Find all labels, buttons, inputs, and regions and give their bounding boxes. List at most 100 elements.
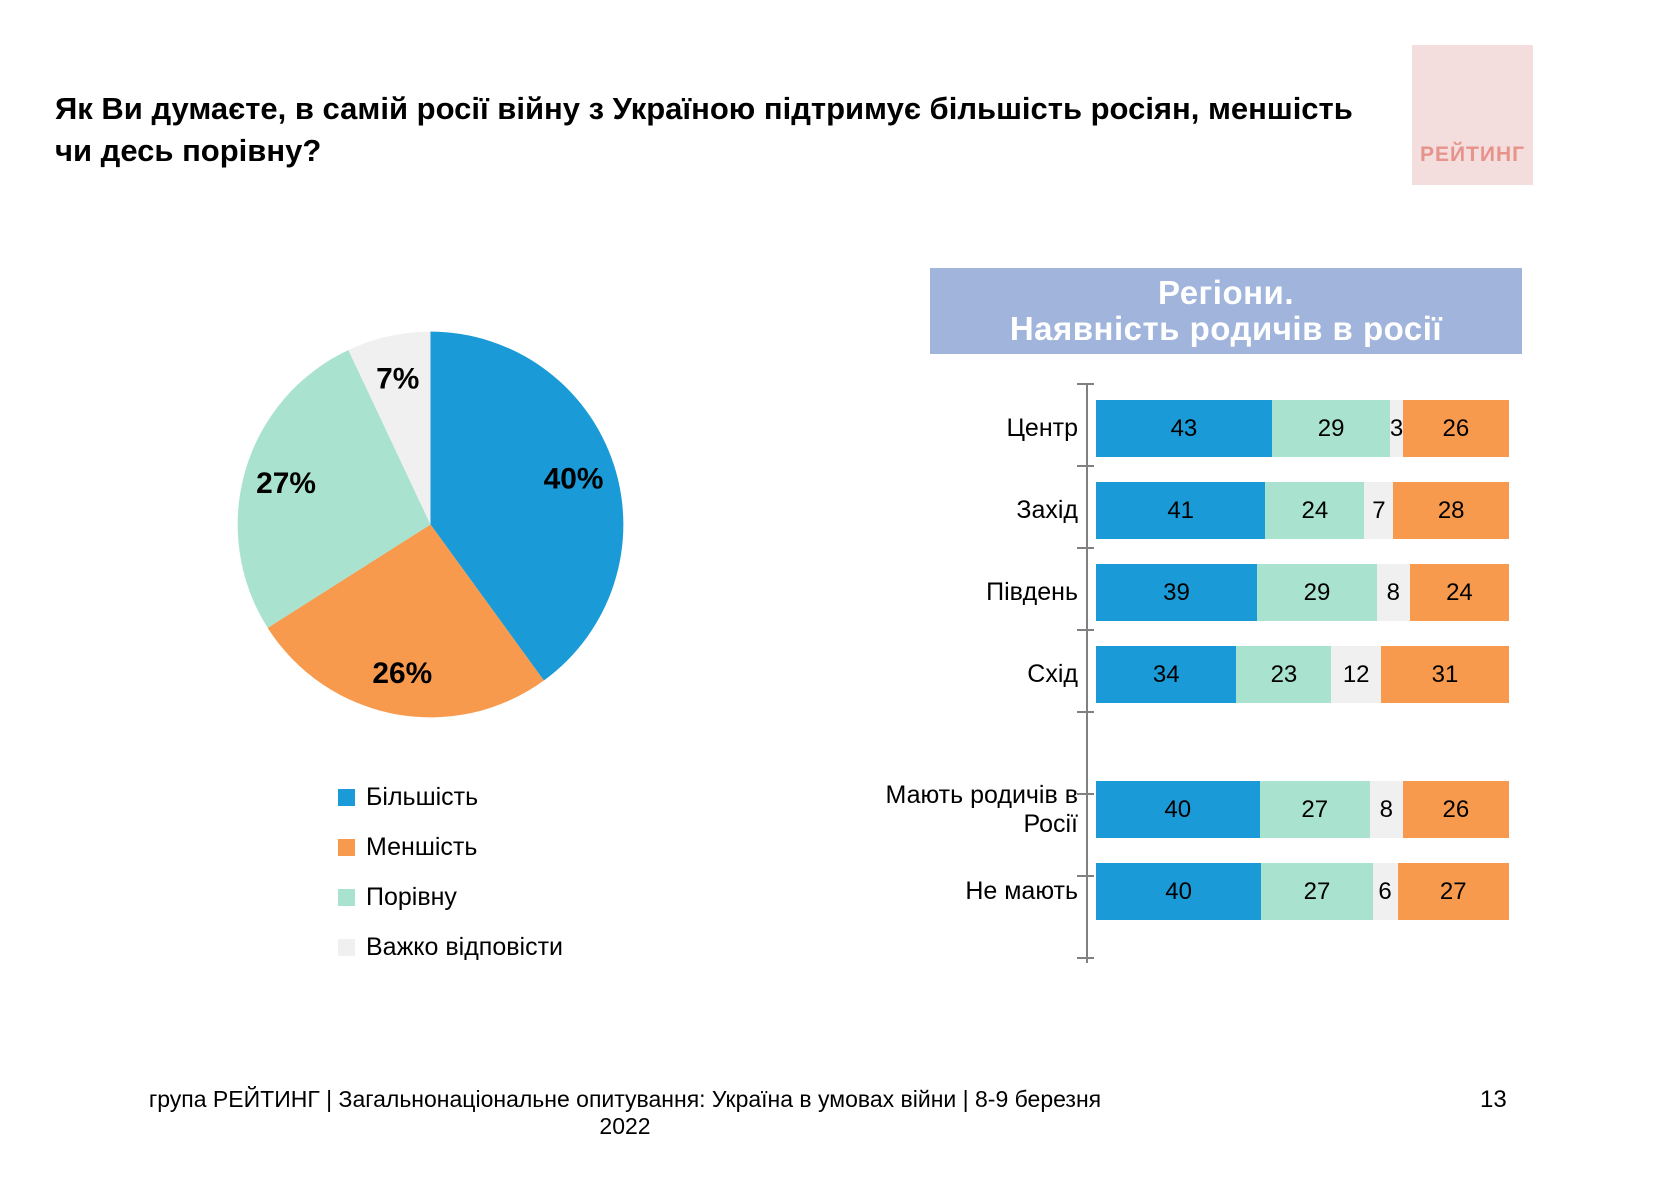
legend-label: Порівну (366, 883, 457, 911)
bar-segment: 40 (1096, 781, 1260, 838)
rating-logo: РЕЙТИНГ (1412, 45, 1533, 185)
bar-segment-value: 8 (1386, 578, 1401, 606)
bar-row: Схід 34 23 12 31 (828, 646, 1509, 703)
bar-segment: 40 (1096, 863, 1262, 920)
bar-segment: 27 (1261, 863, 1373, 920)
bar-segment-value: 27 (1303, 877, 1331, 905)
rating-logo-text: РЕЙТИНГ (1419, 143, 1526, 166)
pie-slice-1 (267, 524, 544, 718)
bar-segment: 3 (1389, 400, 1404, 457)
bar-segment: 28 (1393, 482, 1509, 539)
bar-segment: 12 (1331, 646, 1381, 703)
bar-row-label: Не мають (965, 877, 1078, 905)
bar-segment: 41 (1096, 482, 1266, 539)
bar-segment-value: 43 (1170, 414, 1198, 442)
bar-track: 34 23 12 31 (1096, 646, 1509, 703)
bar-segment: 6 (1372, 863, 1398, 920)
bar-segment-value: 26 (1442, 795, 1470, 823)
bar-segment-value: 34 (1152, 660, 1180, 688)
bar-group: Мають родичів в Росії 40 27 8 26 Не мають 40 27… (828, 781, 1510, 920)
bar-segment: 8 (1369, 781, 1403, 838)
bar-row-label: Захід (1016, 496, 1078, 524)
bar-segment: 26 (1402, 781, 1509, 838)
bar-segment: 24 (1409, 564, 1509, 621)
legend-swatch (338, 939, 355, 956)
bar-segment: 29 (1257, 564, 1377, 621)
pie-chart: 40% 26% 27% 7% (228, 322, 633, 727)
bar-track: 39 29 8 24 (1096, 564, 1509, 621)
bar-chart-header: Регіони. Наявність родичів в росії (930, 268, 1522, 354)
legend-item: Більшість (338, 783, 563, 812)
pie-value-label: 26% (372, 657, 432, 690)
bar-segment: 27 (1259, 781, 1370, 838)
bar-row: Захід 41 24 7 28 (828, 482, 1509, 539)
bar-row-label: Мають родичів в Росії (885, 780, 1078, 838)
bar-segment-value: 41 (1167, 496, 1195, 524)
pie-value-label: 40% (544, 463, 604, 496)
bar-segment: 24 (1265, 482, 1365, 539)
pie-legend: Більшість Меншість Порівну Важко відповісти (338, 783, 563, 983)
pie-slice-2 (237, 349, 431, 628)
legend-item: Меншість (338, 833, 563, 862)
bar-segment: 31 (1380, 646, 1509, 703)
bar-segment-value: 29 (1303, 578, 1331, 606)
pie-value-label: 7% (376, 362, 419, 395)
bar-segment-value: 23 (1270, 660, 1298, 688)
bar-chart-header-line2: Наявність родичів в росії (1009, 310, 1443, 347)
bar-segment-value: 40 (1165, 877, 1192, 905)
bar-segment-value: 8 (1379, 795, 1393, 823)
bar-segment-value: 24 (1301, 496, 1329, 524)
bar-segment: 8 (1376, 564, 1410, 621)
bar-segment-value: 24 (1446, 578, 1473, 606)
bar-segment-value: 31 (1431, 660, 1459, 688)
pie-chart-svg: 40% 26% 27% 7% (237, 331, 624, 718)
bar-row-label: Схід (1027, 660, 1078, 688)
bar-track: 40 27 8 26 (1096, 781, 1509, 838)
bar-group: Центр 43 29 3 26 Захід 41 24 7 28 Південь 39 29 8 24 Сх… (828, 400, 1509, 703)
bar-row-label: Південь (986, 578, 1078, 606)
bar-segment: 39 (1096, 564, 1258, 621)
legend-label: Важко відповісти (366, 933, 563, 961)
bar-segment: 23 (1236, 646, 1332, 703)
bar-axis-line (1086, 383, 1088, 963)
legend-label: Більшість (366, 783, 479, 811)
bar-row-label: Центр (1006, 414, 1078, 442)
bar-segment: 27 (1397, 863, 1510, 920)
bar-segment-value: 29 (1317, 414, 1345, 442)
footer-text: група РЕЙТИНГ | Загальнонаціональне опит… (148, 1086, 1102, 1139)
bar-segment-value: 27 (1301, 795, 1329, 823)
bar-chart-header-line1: Регіони. (1158, 274, 1294, 312)
bar-row: Південь 39 29 8 24 (828, 564, 1509, 621)
bar-segment-value: 3 (1389, 414, 1404, 442)
page-title: Як Ви думаєте, в самій росії війну з Укр… (55, 91, 1353, 168)
bar-row: Не мають 40 27 6 27 (828, 863, 1510, 920)
bar-axis-ticks (1077, 383, 1094, 961)
legend-swatch (338, 789, 355, 806)
legend-swatch (338, 839, 355, 856)
legend-item: Важко відповісти (338, 933, 563, 962)
bar-segment-value: 7 (1372, 496, 1386, 524)
bar-track: 40 27 6 27 (1096, 863, 1510, 920)
legend-label: Меншість (366, 833, 478, 861)
bar-segment-value: 40 (1164, 795, 1192, 823)
legend-swatch (338, 889, 355, 906)
bar-segment-value: 28 (1437, 496, 1465, 524)
page-number: 13 (1480, 1086, 1507, 1113)
bar-segment-value: 26 (1442, 414, 1470, 442)
bar-row: Центр 43 29 3 26 (828, 400, 1509, 457)
bar-segment: 7 (1364, 482, 1394, 539)
bar-track: 41 24 7 28 (1096, 482, 1509, 539)
legend-item: Порівну (338, 883, 563, 912)
pie-slice-3 (348, 331, 431, 525)
bar-row: Мають родичів в Росії 40 27 8 26 (828, 781, 1509, 838)
pie-slice-0 (430, 331, 624, 681)
bar-segment-value: 27 (1439, 877, 1467, 905)
bar-segment: 26 (1402, 400, 1509, 457)
stacked-bar-chart: Центр 43 29 3 26 Захід 41 24 7 28 Південь 39 29 8 24 Сх… (828, 400, 1510, 945)
bar-segment: 34 (1096, 646, 1237, 703)
bar-track: 43 29 3 26 (1096, 400, 1509, 457)
bar-segment-value: 39 (1163, 578, 1190, 606)
bar-segment-value: 12 (1342, 660, 1370, 688)
bar-segment: 29 (1271, 400, 1391, 457)
bar-segment: 43 (1096, 400, 1272, 457)
